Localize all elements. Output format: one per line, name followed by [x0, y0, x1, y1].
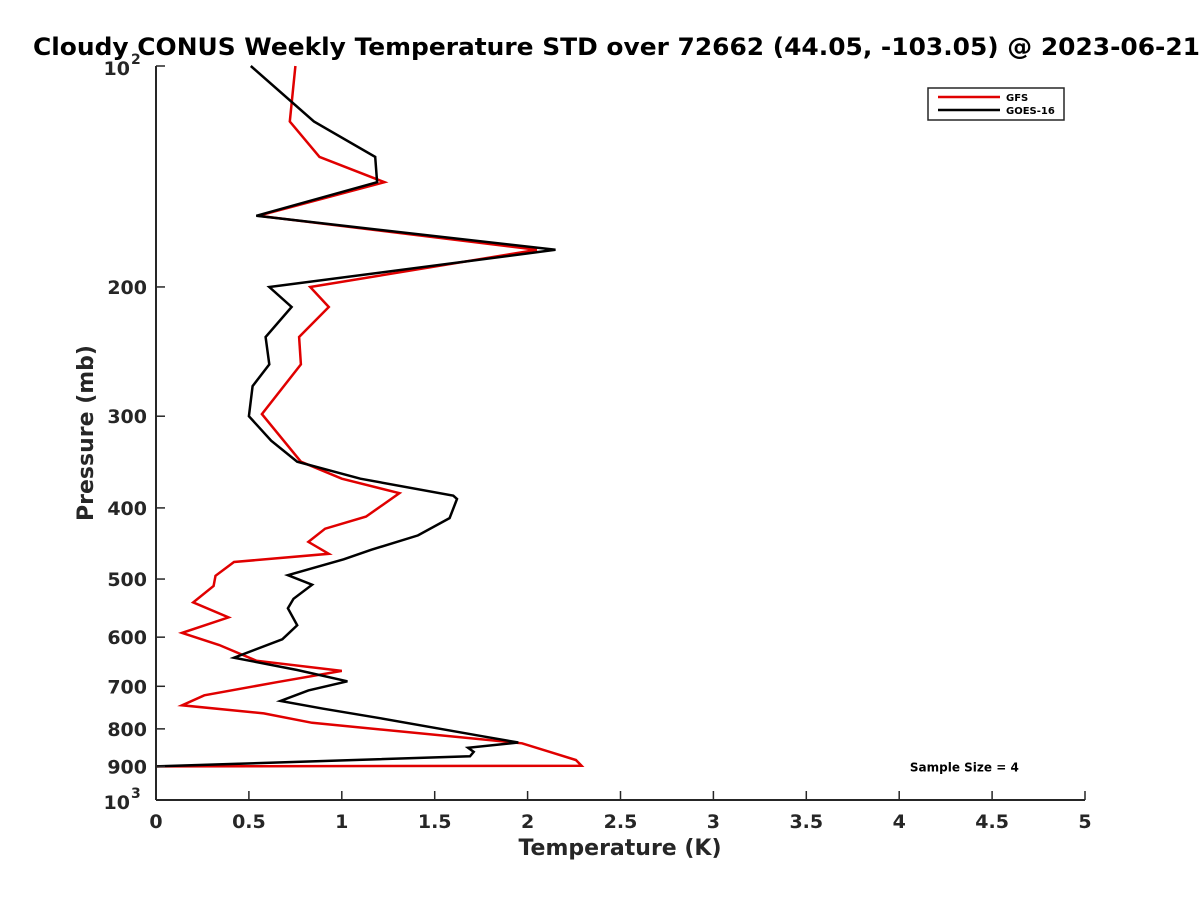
x-tick-label: 1 [335, 811, 348, 833]
y-tick-base: 10 [104, 792, 130, 814]
y-tick-base: 10 [104, 58, 130, 80]
y-tick-label: 600 [107, 627, 147, 649]
x-tick-label: 3.5 [789, 811, 823, 833]
x-tick-label: 0 [149, 811, 162, 833]
y-tick-label: 500 [107, 569, 147, 591]
chart-title: Cloudy CONUS Weekly Temperature STD over… [33, 33, 1200, 61]
series-line-goes-16 [155, 65, 556, 768]
y-axis-label: Pressure (mb) [74, 345, 99, 521]
x-ticks: 0 0.5 1 1.5 2 2.5 3 3.5 4 4.5 5 [149, 791, 1092, 833]
legend-label-goes-16: GOES-16 [1006, 106, 1055, 117]
y-tick-exponent: 2 [131, 52, 141, 68]
legend: GFS GOES-16 [927, 87, 1065, 121]
y-tick-label: 200 [107, 277, 147, 299]
x-tick-label: 3 [707, 811, 720, 833]
y-tick-label-power: 10 3 [104, 786, 141, 814]
x-tick-label: 0.5 [232, 811, 266, 833]
x-axis-label: Temperature (K) [518, 836, 721, 861]
y-tick-label: 700 [107, 676, 147, 698]
x-tick-label: 4 [893, 811, 906, 833]
sample-size-annotation: Sample Size = 4 [910, 760, 1019, 774]
y-tick-label: 300 [107, 406, 147, 428]
y-tick-label-power: 10 2 [104, 52, 141, 80]
x-tick-label: 1.5 [418, 811, 452, 833]
x-tick-label: 5 [1078, 811, 1091, 833]
series-line-gfs [155, 65, 585, 768]
x-tick-label: 2.5 [604, 811, 638, 833]
y-tick-label: 900 [107, 756, 147, 778]
y-tick-exponent: 3 [131, 786, 141, 802]
x-tick-label: 4.5 [975, 811, 1009, 833]
series-layer [155, 65, 585, 768]
x-tick-label: 2 [521, 811, 534, 833]
y-tick-label: 800 [107, 719, 147, 741]
plot-area: 0 0.5 1 1.5 2 2.5 3 3.5 4 4.5 5 10 2200300400500600… [104, 52, 1092, 833]
legend-label-gfs: GFS [1006, 93, 1028, 104]
y-tick-label: 400 [107, 498, 147, 520]
legend-box [927, 87, 1065, 121]
